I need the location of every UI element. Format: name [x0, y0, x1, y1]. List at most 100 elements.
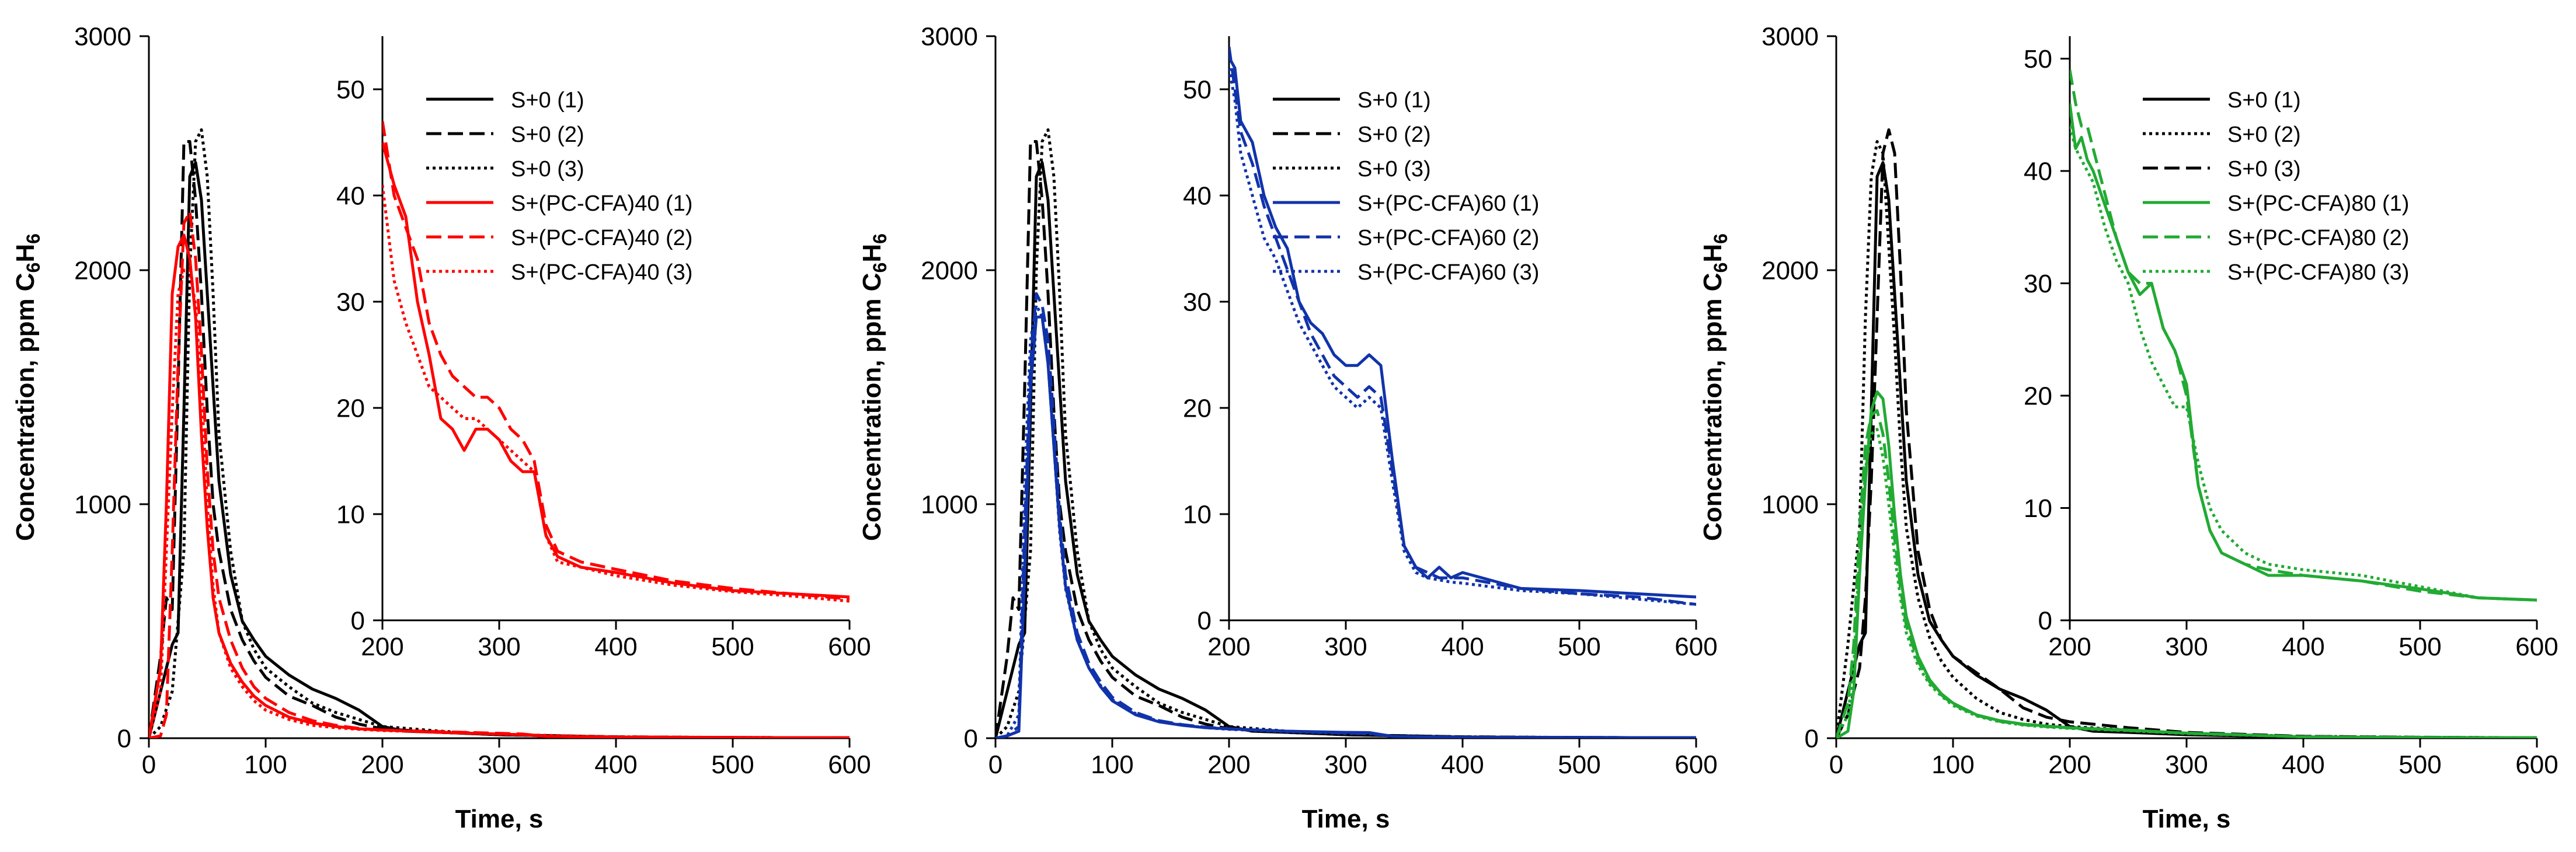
- main-x-tick-label: 300: [2165, 750, 2208, 779]
- main-x-tick-label: 300: [478, 750, 520, 779]
- inset-x-tick-label: 500: [2399, 633, 2441, 661]
- main-x-tick-label: 600: [1675, 750, 1717, 779]
- inset-y-tick-label: 40: [1183, 181, 1212, 210]
- inset-x-tick-label: 200: [2048, 633, 2091, 661]
- y-axis-label: Concentration, ppm C6H6: [1698, 233, 1731, 541]
- legend-label: S+(PC-CFA)80 (3): [2227, 260, 2409, 285]
- inset-y-tick-label: 30: [2024, 270, 2052, 298]
- inset-background: [301, 19, 855, 667]
- main-x-tick-label: 400: [594, 750, 637, 779]
- inset-series-line: [1229, 68, 1696, 606]
- y-axis-label: Concentration, ppm C6H6: [858, 233, 890, 541]
- inset-series-group: [2070, 69, 2537, 602]
- legend-label: S+0 (2): [511, 123, 584, 147]
- legend-label: S+0 (3): [2227, 157, 2301, 181]
- inset-x-tick-label: 600: [828, 633, 871, 661]
- main-x-tick-label: 200: [1207, 750, 1250, 779]
- inset-y-tick-label: 30: [336, 288, 365, 316]
- inset-y-tick-label: 30: [1183, 288, 1212, 316]
- series-line: [995, 303, 1696, 738]
- main-y-tick-label: 2000: [74, 256, 131, 285]
- main-x-tick-label: 400: [2282, 750, 2324, 779]
- legend-label: S+(PC-CFA)60 (2): [1357, 226, 1539, 250]
- inset-x-tick-label: 600: [1675, 633, 1717, 661]
- legend-label: S+(PC-CFA)60 (1): [1357, 191, 1539, 216]
- legend-label: S+0 (2): [2227, 123, 2301, 147]
- main-y-tick-label: 3000: [1762, 22, 1819, 51]
- inset-x-tick-label: 400: [1441, 633, 1484, 661]
- main-x-tick-label: 600: [2515, 750, 2558, 779]
- series-line: [995, 292, 1696, 738]
- legend-label: S+0 (1): [2227, 88, 2301, 113]
- series-line: [1836, 428, 2537, 738]
- inset-series-line: [382, 121, 850, 601]
- main-x-tick-label: 100: [1931, 750, 1974, 779]
- inset-y-tick-label: 20: [1183, 394, 1212, 422]
- series-line: [149, 233, 850, 738]
- legend: S+0 (1) S+0 (2) S+0 (3) S+(PC-CFA)60 (1) S+(…: [1273, 88, 1539, 285]
- inset-x-tick-label: 200: [361, 633, 403, 661]
- legend-label: S+(PC-CFA)80 (2): [2227, 226, 2409, 250]
- inset-x-tick-label: 500: [711, 633, 754, 661]
- legend: S+0 (1) S+0 (2) S+0 (3) S+(PC-CFA)80 (1) S+(…: [2143, 88, 2409, 285]
- legend-label: S+0 (3): [1357, 157, 1431, 181]
- series-line: [1836, 128, 2537, 738]
- x-axis-label: Time, s: [2143, 805, 2231, 833]
- inset-y-tick-label: 10: [2024, 494, 2052, 523]
- inset-series-line: [1229, 57, 1696, 599]
- main-x-tick-label: 500: [711, 750, 754, 779]
- main-x-tick-label: 200: [2048, 750, 2091, 779]
- main-y-tick-label: 1000: [74, 490, 131, 519]
- inset-series-line: [382, 142, 850, 599]
- main-x-tick-label: 0: [142, 750, 156, 779]
- inset-y-tick-label: 20: [336, 394, 365, 422]
- legend-label: S+(PC-CFA)60 (3): [1357, 260, 1539, 285]
- inset-x-tick-label: 600: [2515, 633, 2558, 661]
- inset-x-tick-label: 500: [1558, 633, 1600, 661]
- inset-series-group: [382, 121, 850, 603]
- inset-y-tick-label: 50: [2024, 45, 2052, 74]
- main-y-tick-label: 3000: [921, 22, 978, 51]
- main-y-tick-label: 1000: [921, 490, 978, 519]
- inset-series-group: [1229, 46, 1696, 606]
- legend-label: S+0 (1): [511, 88, 584, 113]
- inset-x-tick-label: 300: [478, 633, 520, 661]
- main-x-tick-label: 300: [1324, 750, 1367, 779]
- series-line: [149, 210, 850, 738]
- main-y-tick-label: 3000: [74, 22, 131, 51]
- y-axis-label: Concentration, ppm C6H6: [11, 233, 44, 541]
- legend-label: S+(PC-CFA)40 (3): [511, 260, 692, 285]
- inset-y-tick-label: 0: [2038, 606, 2052, 635]
- inset-y-tick-label: 40: [336, 181, 365, 210]
- inset-series-line: [1229, 46, 1696, 606]
- main-series-group: [149, 128, 850, 738]
- main-x-tick-label: 0: [988, 750, 1002, 779]
- inset-y-tick-label: 50: [1183, 75, 1212, 104]
- series-line: [149, 128, 850, 738]
- main-y-tick-label: 2000: [921, 256, 978, 285]
- main-x-tick-label: 500: [2399, 750, 2441, 779]
- inset-x-tick-label: 400: [594, 633, 637, 661]
- legend-label: S+(PC-CFA)80 (1): [2227, 191, 2409, 216]
- inset-y-tick-label: 10: [336, 500, 365, 529]
- legend-label: S+(PC-CFA)40 (2): [511, 226, 692, 250]
- x-axis-label: Time, s: [455, 805, 544, 833]
- main-x-tick-label: 0: [1829, 750, 1843, 779]
- series-line: [149, 268, 850, 738]
- main-x-tick-label: 400: [1441, 750, 1484, 779]
- inset-y-tick-label: 40: [2024, 157, 2052, 186]
- legend-label: S+(PC-CFA)40 (1): [511, 191, 692, 216]
- series-line: [995, 128, 1696, 738]
- main-x-tick-label: 600: [828, 750, 871, 779]
- inset-y-tick-label: 10: [1183, 500, 1212, 529]
- main-y-tick-label: 1000: [1762, 490, 1819, 519]
- series-line: [1836, 140, 2537, 738]
- inset-x-tick-label: 400: [2282, 633, 2324, 661]
- main-series-group: [995, 128, 1696, 738]
- inset-y-tick-label: 0: [1198, 606, 1212, 635]
- x-axis-label: Time, s: [1302, 805, 1390, 833]
